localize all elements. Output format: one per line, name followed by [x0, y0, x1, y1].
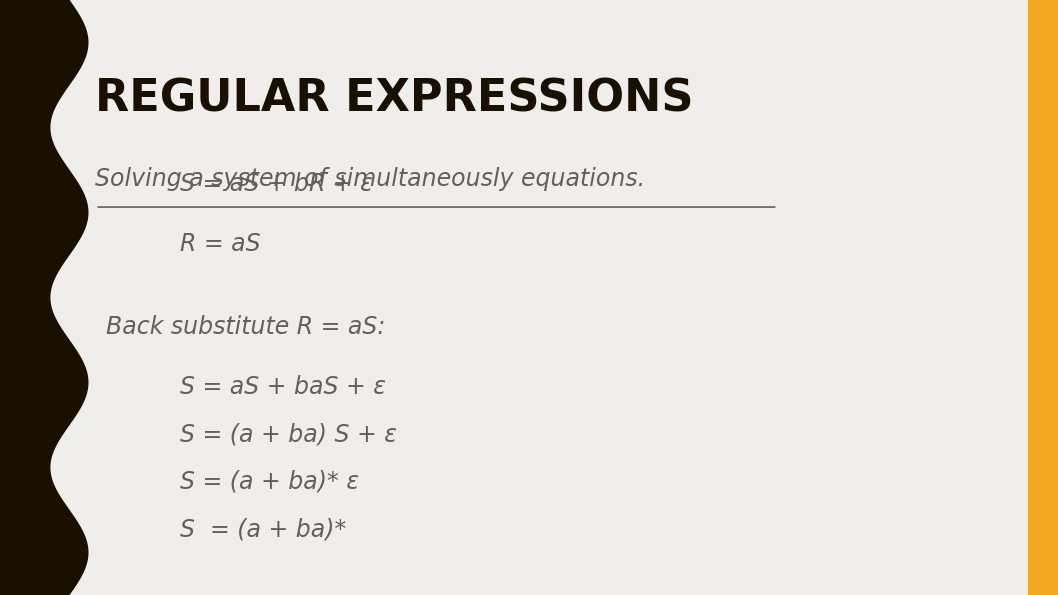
Text: S = (a + ba)* ε: S = (a + ba)* ε — [180, 470, 359, 494]
Text: REGULAR EXPRESSIONS: REGULAR EXPRESSIONS — [95, 77, 694, 120]
Text: Solving a system of simultaneously equations.: Solving a system of simultaneously equat… — [95, 167, 645, 190]
Text: S = aS + baS + ε: S = aS + baS + ε — [180, 375, 386, 399]
Text: R = aS: R = aS — [180, 232, 260, 256]
Polygon shape — [0, 0, 88, 595]
Text: S = aS + bR + ε: S = aS + bR + ε — [180, 173, 372, 196]
Text: Back substitute R = aS:: Back substitute R = aS: — [106, 315, 385, 339]
Text: S  = (a + ba)*: S = (a + ba)* — [180, 518, 346, 541]
Text: S = (a + ba) S + ε: S = (a + ba) S + ε — [180, 422, 397, 446]
FancyBboxPatch shape — [1028, 0, 1058, 595]
